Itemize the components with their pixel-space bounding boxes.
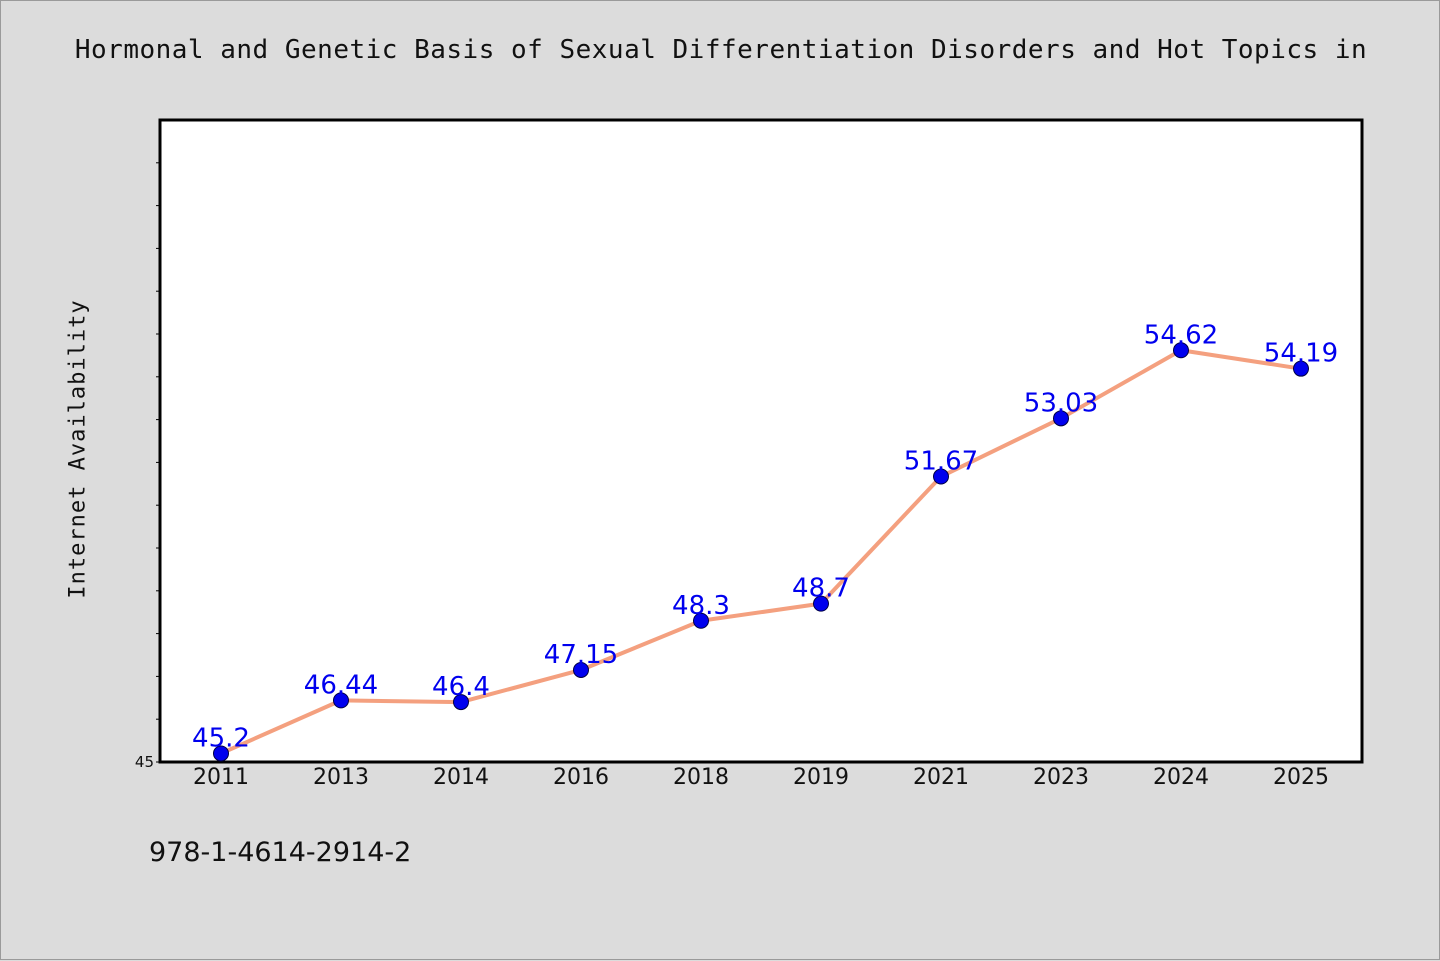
isbn-code: 978-1-4614-2914-2 xyxy=(149,837,412,868)
data-point xyxy=(333,692,349,709)
data-point xyxy=(573,661,589,678)
x-tick-label: 2024 xyxy=(1153,765,1209,790)
x-tick-label: 2013 xyxy=(313,765,369,790)
x-tick-label: 2023 xyxy=(1033,765,1089,790)
y-axis-ticks: 45 xyxy=(135,162,160,771)
x-tick-label: 2025 xyxy=(1273,765,1329,790)
data-point xyxy=(453,694,469,711)
x-tick-label: 2014 xyxy=(433,765,489,790)
series-points-layer xyxy=(213,342,1309,762)
x-tick-label: 2019 xyxy=(793,765,849,790)
x-tick-label: 2021 xyxy=(913,765,969,790)
x-axis-tick-labels: 2011 2013 2014 2016 2018 2019 2021 2023 2024 2025 xyxy=(193,765,1329,790)
data-labels-layer: 45.2 46.44 46.4 47.15 48.3 48.7 51.67 53.03 54.6… xyxy=(192,320,1338,753)
data-point xyxy=(213,745,229,762)
data-point xyxy=(693,612,709,629)
data-point xyxy=(813,595,829,612)
series-line-layer xyxy=(219,348,1303,756)
data-label: 54.19 xyxy=(1264,339,1338,369)
data-label: 45.2 xyxy=(192,723,250,753)
data-point xyxy=(1053,410,1069,427)
y-tick-label: 45 xyxy=(135,753,154,771)
data-label: 54.62 xyxy=(1144,320,1218,350)
data-label: 47.15 xyxy=(544,640,618,670)
data-label: 53.03 xyxy=(1024,388,1098,418)
chart-title: Hormonal and Genetic Basis of Sexual Dif… xyxy=(74,35,1368,65)
data-point xyxy=(1173,342,1189,359)
plot-area xyxy=(158,118,1364,764)
data-label: 48.3 xyxy=(672,591,730,621)
x-tick-label: 2011 xyxy=(193,765,249,790)
series-line xyxy=(219,348,1303,756)
x-tick-label: 2016 xyxy=(553,765,609,790)
x-tick-label: 2018 xyxy=(673,765,729,790)
data-label: 51.67 xyxy=(904,447,978,477)
data-label: 46.44 xyxy=(304,670,378,700)
data-point xyxy=(933,468,949,485)
data-label: 46.4 xyxy=(432,672,490,702)
data-point xyxy=(1293,360,1309,377)
data-label: 48.7 xyxy=(792,574,850,604)
